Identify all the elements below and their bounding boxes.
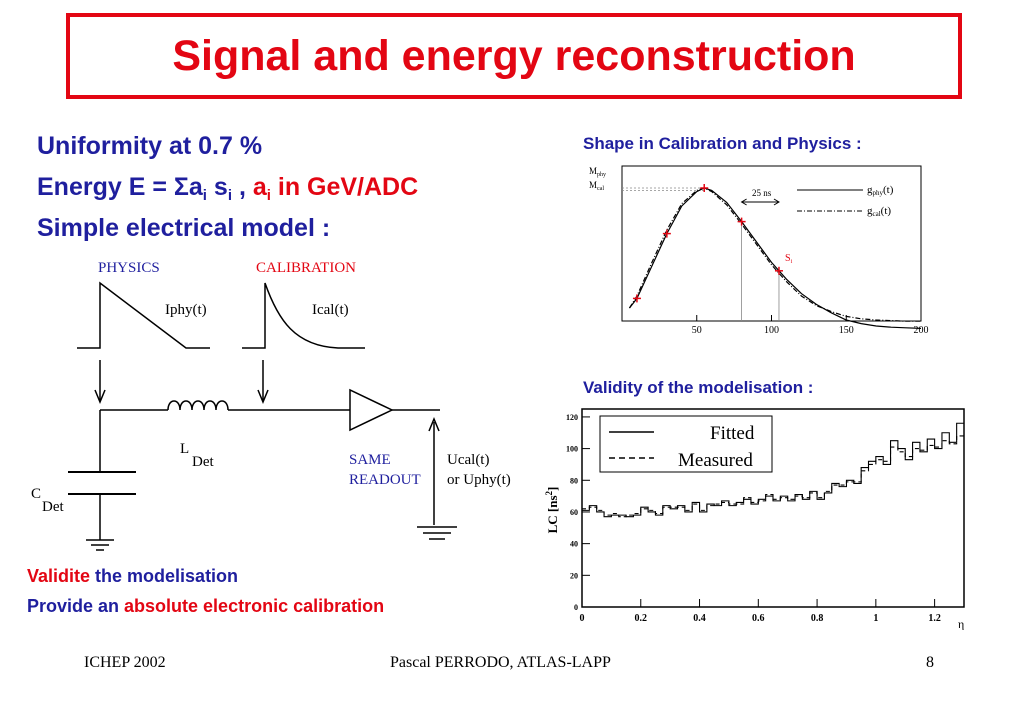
capacitor-label-sub: Det — [42, 499, 64, 515]
validity-ytick-label: 80 — [570, 476, 578, 485]
energy-s: s — [206, 173, 228, 201]
shape-heading: Shape in Calibration and Physics : — [583, 134, 862, 153]
shape-chart: Mphy Mcal 25 ns gphy(t) gcal(t) Si 50 100… — [589, 165, 929, 336]
validity-xtick-label: 0.8 — [811, 613, 824, 624]
title-box: Signal and energy reconstruction — [66, 13, 962, 99]
note-calibration-prefix: Provide an — [27, 596, 125, 616]
energy-unit: in GeV/ADC — [270, 173, 419, 201]
validity-ylabel: LC [ns2] — [544, 487, 560, 534]
ical-label: Ical(t) — [312, 302, 349, 318]
energy-sub: i — [266, 187, 271, 204]
energy-sub: i — [227, 187, 232, 204]
capacitor-label: C — [31, 486, 41, 502]
energy-a: a — [188, 173, 203, 201]
readout-label: READOUT — [349, 472, 421, 488]
sample-point — [774, 266, 783, 275]
note-validate-rest: the modelisation — [90, 566, 239, 586]
validity-xtick-label: 0 — [580, 613, 585, 624]
m-phy-label: Mphy — [589, 166, 606, 178]
energy-prefix: Energy E = — [37, 173, 174, 201]
validity-ytick-label: 120 — [566, 413, 578, 422]
si-label: Si — [785, 253, 793, 265]
validity-xtick-label: 0.6 — [752, 613, 765, 624]
legend-fitted-label: Fitted — [710, 423, 755, 444]
validity-ytick-label: 0 — [574, 603, 578, 612]
sample-point — [700, 184, 709, 192]
sample-point — [632, 294, 641, 303]
calibration-label: CALIBRATION — [256, 260, 356, 276]
energy-ai: a — [252, 173, 267, 201]
note-validate-red: Validite — [27, 566, 91, 586]
inductor-label-sub: Det — [192, 454, 214, 470]
footer-author: Pascal PERRODO, ATLAS-LAPP — [390, 654, 611, 671]
series-measured — [582, 435, 964, 518]
delay-label: 25 ns — [752, 188, 772, 198]
legend-phy-label: gphy(t) — [867, 184, 894, 197]
validity-heading: Validity of the modelisation : — [583, 378, 814, 397]
legend-cal-label: gcal(t) — [867, 205, 891, 218]
validity-xlabel: η — [958, 617, 964, 630]
inductor-label: L — [180, 441, 189, 457]
shape-xtick-label: 200 — [914, 325, 929, 336]
uphy-label: or Uphy(t) — [447, 472, 511, 488]
validity-ytick-label: 40 — [570, 540, 578, 549]
same-label: SAME — [349, 452, 391, 468]
bullet-model: Simple electrical model : — [37, 214, 331, 242]
energy-sub: i — [202, 187, 207, 204]
iphy-label: Iphy(t) — [165, 302, 207, 318]
shape-xtick-label: 150 — [839, 325, 854, 336]
physics-label: PHYSICS — [98, 260, 160, 276]
note-validate: Validite the modelisation — [27, 566, 238, 587]
series-gcalt — [628, 187, 921, 322]
bullet-energy: Energy E = Σai si , ai in GeV/ADC — [37, 173, 418, 204]
note-calibration-red: absolute electronic calibration — [124, 596, 385, 616]
validity-xtick-label: 1.2 — [928, 613, 941, 624]
footer-conference: ICHEP 2002 — [84, 654, 166, 671]
validity-ytick-label: 60 — [570, 508, 578, 517]
validity-xtick-label: 0.2 — [635, 613, 648, 624]
sample-point — [737, 217, 746, 226]
validity-ytick-label: 20 — [570, 571, 578, 580]
validity-xtick-label: 1 — [873, 613, 878, 624]
calibration-pulse — [242, 282, 365, 349]
validity-chart: LC [ns2] Fitted Measured η 0 0.2 0.4 0.6 0.8… — [544, 408, 965, 630]
energy-comma: , — [232, 173, 253, 201]
validity-legend — [599, 415, 773, 473]
m-cal-label: Mcal — [589, 180, 604, 192]
validity-frame — [581, 408, 965, 608]
note-calibration: Provide an absolute electronic calibrati… — [27, 596, 384, 617]
bullet-uniformity: Uniformity at 0.7 % — [37, 132, 263, 160]
validity-ytick-label: 100 — [566, 445, 578, 454]
ucal-label: Ucal(t) — [447, 452, 489, 468]
footer-page-number: 8 — [926, 654, 934, 671]
physics-pulse — [77, 281, 210, 349]
slide-title: Signal and energy reconstruction — [172, 31, 856, 80]
sigma-symbol: Σ — [173, 173, 189, 201]
shape-xtick-label: 50 — [692, 325, 702, 336]
circuit-diagram: PHYSICS CALIBRATION Iphy(t) Ical(t) L De… — [31, 260, 511, 551]
amplifier — [349, 388, 394, 432]
inductor — [167, 400, 229, 411]
series-gphyt — [629, 187, 922, 329]
validity-xtick-label: 0.4 — [693, 613, 706, 624]
shape-xtick-label: 100 — [764, 325, 779, 336]
legend-measured-label: Measured — [678, 450, 753, 471]
sample-point — [662, 229, 671, 238]
